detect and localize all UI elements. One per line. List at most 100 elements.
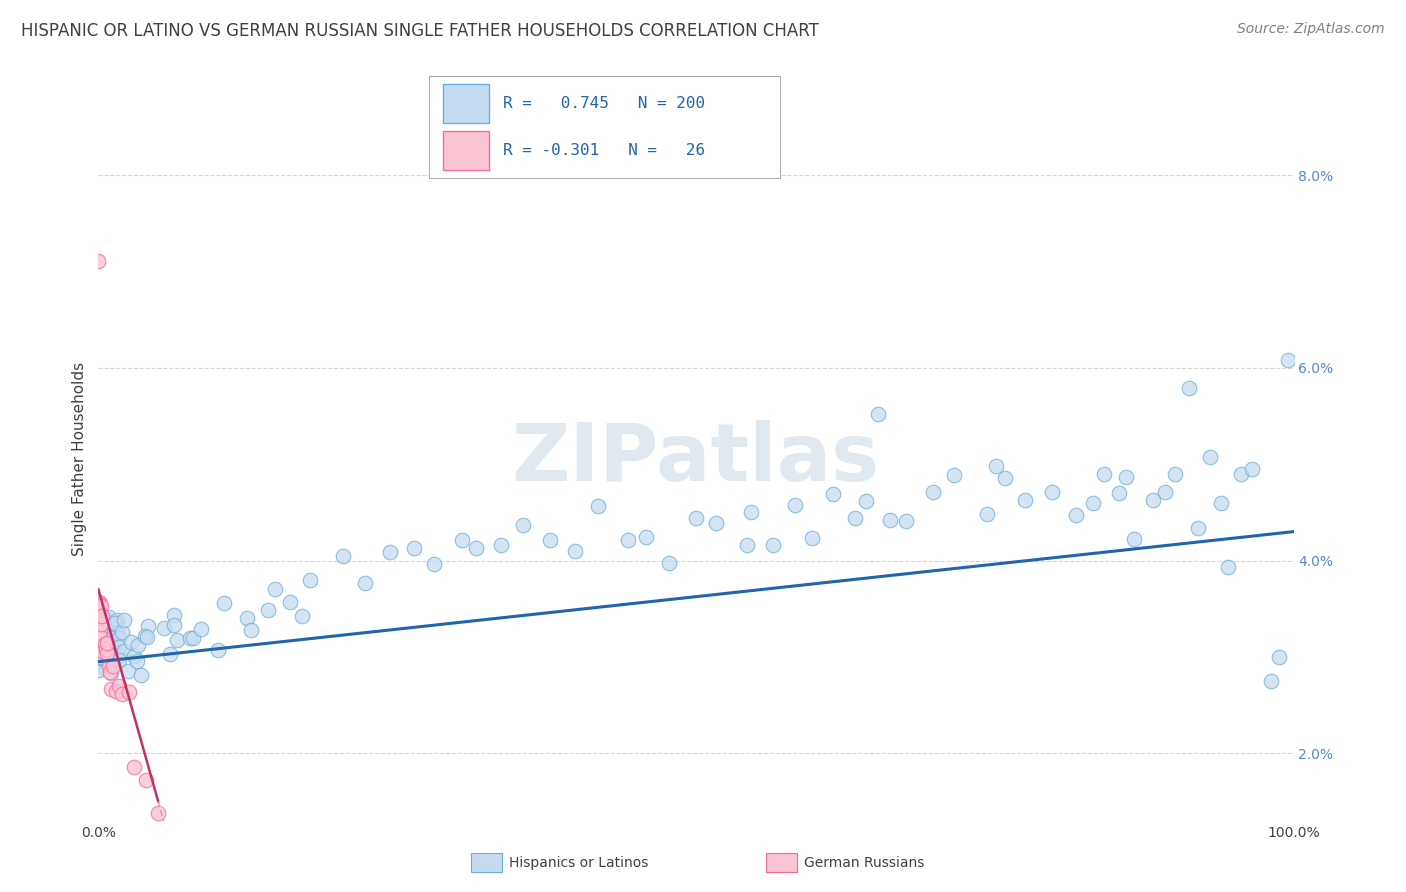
Point xyxy=(704,516,727,530)
Point xyxy=(122,649,145,664)
Point xyxy=(235,611,257,625)
Point xyxy=(740,505,762,519)
Point xyxy=(111,687,134,701)
Point xyxy=(1122,533,1144,547)
Y-axis label: Single Father Households: Single Father Households xyxy=(72,362,87,557)
Point xyxy=(94,638,117,652)
Point xyxy=(90,599,112,613)
Point xyxy=(636,530,658,544)
Point xyxy=(823,486,845,500)
Point xyxy=(332,549,354,564)
Point xyxy=(1014,493,1036,508)
Point xyxy=(179,631,201,645)
Point xyxy=(465,541,488,555)
Point xyxy=(1241,461,1264,475)
Point xyxy=(117,664,139,678)
Point xyxy=(239,624,262,638)
Text: Hispanics or Latinos: Hispanics or Latinos xyxy=(509,855,648,870)
Point xyxy=(1178,381,1201,395)
Point xyxy=(94,642,117,657)
Point xyxy=(855,494,877,508)
Point xyxy=(586,499,609,513)
Point xyxy=(89,630,111,644)
Point xyxy=(89,599,111,613)
Point xyxy=(1142,493,1164,508)
Point xyxy=(101,638,124,652)
Point xyxy=(207,643,229,657)
Point xyxy=(98,665,121,680)
Point xyxy=(353,575,375,590)
Point xyxy=(112,643,135,657)
Point xyxy=(100,636,122,650)
Text: ZIPatlas: ZIPatlas xyxy=(512,420,880,499)
Point xyxy=(89,651,111,665)
Point xyxy=(298,574,321,588)
Point xyxy=(118,685,141,699)
Point xyxy=(894,514,917,528)
Point xyxy=(108,653,131,667)
Point xyxy=(100,631,122,645)
Point xyxy=(1164,467,1187,481)
Point xyxy=(90,617,112,632)
Point xyxy=(617,533,640,548)
Point xyxy=(98,659,121,673)
Point xyxy=(163,618,186,632)
Point xyxy=(108,648,131,663)
Point xyxy=(1092,467,1115,481)
Point xyxy=(134,630,156,644)
Point xyxy=(91,644,114,658)
Point xyxy=(105,625,128,640)
Point xyxy=(402,541,425,555)
Point xyxy=(159,647,181,661)
Point xyxy=(181,631,204,645)
Point xyxy=(105,613,128,627)
Point xyxy=(120,634,142,648)
Point xyxy=(146,805,169,820)
Text: R =   0.745   N = 200: R = 0.745 N = 200 xyxy=(503,96,704,111)
Point xyxy=(1268,649,1291,664)
Point xyxy=(90,609,112,624)
Point xyxy=(190,622,212,636)
Point xyxy=(131,668,153,682)
Point xyxy=(125,654,148,668)
Point xyxy=(1066,508,1088,523)
Point xyxy=(136,630,159,644)
Point xyxy=(111,624,134,639)
Point xyxy=(89,598,111,612)
Point xyxy=(163,607,186,622)
Point xyxy=(783,499,806,513)
Point xyxy=(866,407,889,421)
Point xyxy=(380,545,402,559)
Point xyxy=(1277,353,1299,368)
Point xyxy=(166,632,188,647)
Point xyxy=(87,611,110,625)
Point xyxy=(451,533,474,547)
Point xyxy=(136,619,159,633)
Point xyxy=(800,531,823,545)
Point xyxy=(922,484,945,499)
Point xyxy=(1154,484,1177,499)
Point xyxy=(214,596,236,610)
Point xyxy=(1081,496,1104,510)
Point xyxy=(264,582,287,596)
Point xyxy=(94,662,117,676)
Point xyxy=(91,608,114,623)
Point xyxy=(1199,450,1222,465)
Point xyxy=(943,467,966,482)
Point xyxy=(105,684,128,698)
Point xyxy=(100,625,122,640)
Point xyxy=(87,254,110,268)
Point xyxy=(98,610,121,624)
Point xyxy=(89,650,111,665)
Point xyxy=(256,603,278,617)
Point xyxy=(1115,470,1137,484)
Point xyxy=(1260,673,1282,688)
Point xyxy=(108,631,131,645)
Point xyxy=(100,666,122,681)
Point xyxy=(879,513,901,527)
Point xyxy=(1216,560,1239,574)
Point xyxy=(87,595,110,609)
Point xyxy=(291,609,314,624)
Point xyxy=(1230,467,1253,481)
Point xyxy=(108,679,131,693)
